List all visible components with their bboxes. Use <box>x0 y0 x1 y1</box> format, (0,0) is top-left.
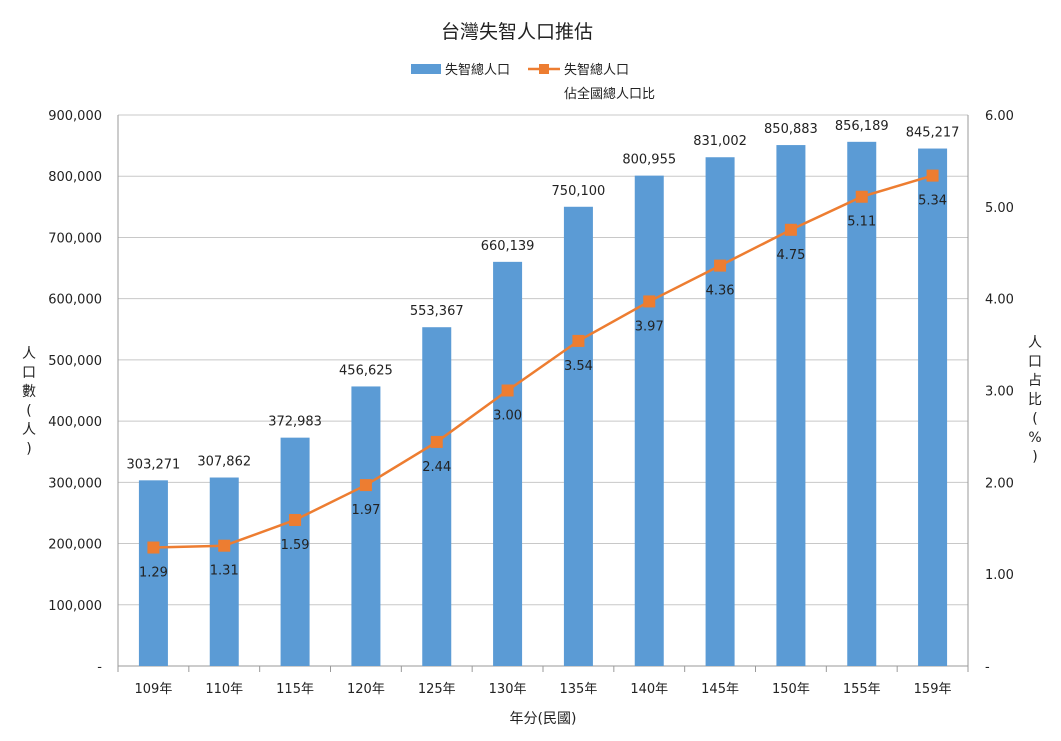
right-axis-title: 人口占比(%) <box>1028 335 1042 465</box>
bar <box>634 175 664 666</box>
x-tick-label: 110年 <box>205 682 243 697</box>
line-marker <box>572 334 585 347</box>
left-tick-label: 900,000 <box>48 109 102 124</box>
line-marker <box>643 295 656 308</box>
line-marker <box>289 513 302 526</box>
line-series <box>147 169 939 554</box>
bar-data-label: 456,625 <box>339 363 393 378</box>
x-axis-title: 年分(民國) <box>510 711 577 727</box>
left-axis-title-text: 人口數(人) <box>22 346 36 457</box>
bar-data-label: 856,189 <box>835 119 889 134</box>
x-tick-label: 115年 <box>276 682 314 697</box>
left-tick-label: 700,000 <box>48 231 102 246</box>
left-tick-label: 600,000 <box>48 293 102 308</box>
gridlines <box>117 114 969 672</box>
bar-data-label: 831,002 <box>693 134 747 149</box>
line-marker <box>501 384 514 397</box>
bar-data-label: 800,955 <box>622 153 676 168</box>
right-tick-label: 1.00 <box>985 568 1014 583</box>
x-axis-ticks: 109年 110年 115年 120年 125年 130年 135年 140年 145年 150年… <box>135 682 952 697</box>
bar-data-label: 660,139 <box>481 239 535 254</box>
legend-label-bar: 失智總人口 <box>445 62 510 78</box>
line-data-label: 1.29 <box>139 566 168 581</box>
right-tick-label: 2.00 <box>985 476 1014 491</box>
line-marker <box>926 169 939 182</box>
x-tick-label: 140年 <box>630 682 668 697</box>
x-tick-label: 130年 <box>489 682 527 697</box>
x-tick-label: 135年 <box>560 682 598 697</box>
bar-data-label: 303,271 <box>127 457 181 472</box>
bar <box>280 437 310 666</box>
line-data-label: 1.59 <box>281 538 310 553</box>
line-path <box>153 174 933 549</box>
bar-data-label: 307,862 <box>197 455 251 470</box>
bar <box>138 480 168 666</box>
x-tick-label: 145年 <box>701 682 739 697</box>
bar <box>422 327 452 666</box>
line-data-label: 1.31 <box>210 564 239 579</box>
line-data-label: 1.97 <box>351 503 380 518</box>
legend-label-line-2: 佔全國總人口比 <box>564 86 655 102</box>
line-data-label: 5.11 <box>847 215 876 230</box>
right-tick-label: 4.00 <box>985 293 1014 308</box>
line-data-label: 3.54 <box>564 359 593 374</box>
x-tick-label: 159年 <box>914 682 952 697</box>
right-tick-label: - <box>985 660 990 675</box>
line-data-label: 5.34 <box>918 194 947 209</box>
bar-data-label: 553,367 <box>410 304 464 319</box>
right-axis-title-text: 人口占比(%) <box>1028 335 1042 465</box>
left-tick-label: - <box>97 660 102 675</box>
line-data-label: 4.36 <box>706 284 735 299</box>
line-data-label: 3.00 <box>493 409 522 424</box>
line-marker <box>359 479 372 492</box>
bar <box>776 145 806 666</box>
line-marker <box>218 539 231 552</box>
legend-swatch-marker <box>539 64 549 74</box>
line-marker <box>147 541 160 554</box>
bar <box>563 206 593 667</box>
bar <box>351 386 381 666</box>
bar <box>209 477 239 666</box>
bar-data-label: 845,217 <box>906 126 960 141</box>
bar <box>918 148 948 666</box>
chart-title: 台灣失智人口推估 <box>441 21 593 43</box>
right-tick-label: 5.00 <box>985 201 1014 216</box>
bar <box>493 261 523 666</box>
line-marker <box>784 223 797 236</box>
right-tick-label: 6.00 <box>985 109 1014 124</box>
bar <box>847 141 877 666</box>
left-tick-label: 200,000 <box>48 538 102 553</box>
legend: 失智總人口 失智總人口 佔全國總人口比 <box>411 62 655 102</box>
line-marker <box>430 435 443 448</box>
x-tick-label: 155年 <box>843 682 881 697</box>
left-tick-label: 800,000 <box>48 170 102 185</box>
bar-data-label: 850,883 <box>764 122 818 137</box>
legend-label-line: 失智總人口 <box>564 62 629 78</box>
line-data-labels: 1.29 1.31 1.59 1.97 2.44 3.00 3.54 3.97 4.36 4.75… <box>139 194 947 581</box>
line-data-label: 3.97 <box>635 319 664 334</box>
bar-data-labels: 303,271 307,862 372,983 456,625 553,367 660,1… <box>127 119 960 473</box>
x-tick-label: 120年 <box>347 682 385 697</box>
line-data-label: 4.75 <box>776 248 805 263</box>
left-axis-ticks: - 100,000 200,000 300,000 400,000 500,000 600,… <box>48 109 102 675</box>
legend-swatch-bar <box>411 64 441 74</box>
bar-data-label: 372,983 <box>268 415 322 430</box>
right-axis-ticks: - 1.00 2.00 3.00 4.00 5.00 6.00 <box>985 109 1014 675</box>
line-data-label: 2.44 <box>422 460 451 475</box>
bar <box>705 157 735 666</box>
bar-data-label: 750,100 <box>552 184 606 199</box>
left-tick-label: 100,000 <box>48 599 102 614</box>
bar-series <box>138 141 948 667</box>
left-tick-label: 400,000 <box>48 415 102 430</box>
left-tick-label: 300,000 <box>48 476 102 491</box>
right-tick-label: 3.00 <box>985 385 1014 400</box>
line-marker <box>855 190 868 203</box>
x-tick-label: 109年 <box>135 682 173 697</box>
line-marker <box>714 259 727 272</box>
left-tick-label: 500,000 <box>48 354 102 369</box>
left-axis-title: 人口數(人) <box>22 346 36 457</box>
x-tick-label: 150年 <box>772 682 810 697</box>
x-tick-label: 125年 <box>418 682 456 697</box>
